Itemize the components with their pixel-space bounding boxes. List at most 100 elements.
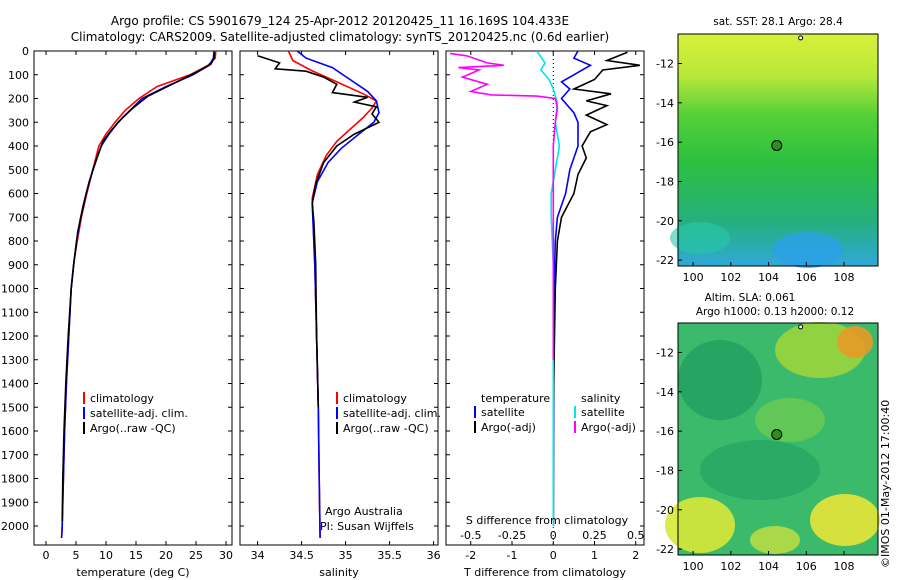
s-diff-tick-label: -0.25 xyxy=(498,529,526,542)
sst-map: 100 102 104 106 108 -12 -14 -16 -18 -20 -22 xyxy=(656,33,879,284)
map-lon-label: 106 xyxy=(796,271,817,284)
salinity-series xyxy=(257,51,381,538)
map-lat-label: -18 xyxy=(656,464,674,477)
map-lat-label: -12 xyxy=(656,57,674,70)
sla-map-title: Altim. SLA: 0.061 xyxy=(705,292,796,304)
salinity-x-axis: 34 34.5 35 35.5 36 xyxy=(251,51,441,562)
series-line-s-argo xyxy=(449,52,559,360)
map-lon-label: 102 xyxy=(720,560,741,573)
salinity-xlabel: salinity xyxy=(319,566,359,579)
series-line-t-argo xyxy=(552,51,641,526)
depth-tick-label: 900 xyxy=(8,259,29,272)
temperature-legend: climatology satellite-adj. clim. Argo(..… xyxy=(83,392,188,435)
depth-tick-label: 2000 xyxy=(1,520,29,533)
temperature-x-axis: 0 5 10 15 20 25 30 xyxy=(43,51,233,562)
series-line-satellite xyxy=(296,51,380,538)
x-tick-label: -2 xyxy=(465,549,476,562)
legend-label-s-satellite: satellite xyxy=(581,406,625,419)
annotation-line-1: Argo Australia xyxy=(325,505,403,518)
sla-high-patch xyxy=(750,526,800,554)
sla-high-patch xyxy=(665,497,735,553)
annotation-line-2: PI: Susan Wijffels xyxy=(320,520,414,533)
sst-cool-patch xyxy=(670,222,730,254)
sla-map-title-2: Argo h1000: 0.13 h2000: 0.12 xyxy=(696,306,854,318)
series-line-t-satellite xyxy=(552,51,593,527)
depth-tick-label: 600 xyxy=(8,188,29,201)
sla-map-axes: 100 102 104 106 108 -12 -14 -16 -18 -20 -22 xyxy=(656,346,855,573)
map-lat-label: -22 xyxy=(656,543,674,556)
series-line-argo xyxy=(61,52,216,522)
x-tick-label: 35 xyxy=(339,549,353,562)
sla-high-patch xyxy=(837,326,873,358)
temperature-xlabel: temperature (deg C) xyxy=(76,566,189,579)
sla-high-patch xyxy=(810,494,880,546)
header-line-1: Argo profile: CS 5901679_124 25-Apr-2012… xyxy=(111,14,569,28)
x-tick-label: 0 xyxy=(43,549,50,562)
s-diff-tick-label: 0.5 xyxy=(627,529,645,542)
sst-cool-patch xyxy=(773,232,843,268)
x-tick-label: 1 xyxy=(591,549,598,562)
x-tick-label: 34 xyxy=(251,549,265,562)
x-tick-label: 30 xyxy=(219,549,233,562)
x-tick-label: 20 xyxy=(159,549,173,562)
difference-xlabel-top: S difference from climatology xyxy=(466,514,629,527)
map-lat-label: -14 xyxy=(656,97,674,110)
depth-tick-label: 1400 xyxy=(1,378,29,391)
map-lat-label: -22 xyxy=(656,254,674,267)
sla-map-frame xyxy=(677,322,879,556)
copyright-stamp: ©IMOS 01-May-2012 17:00:40 xyxy=(879,399,892,568)
previous-position-marker xyxy=(798,35,804,41)
series-line-satellite xyxy=(60,51,215,538)
legend-label-argo: Argo(..raw -QC) xyxy=(90,422,176,435)
argo-position-marker xyxy=(771,139,783,151)
depth-axis: 0 100 200 300 400 500 600 700 800 900 1000 1100 1200… xyxy=(1,45,644,533)
salinity-panel xyxy=(239,50,439,546)
depth-tick-label: 0 xyxy=(22,45,29,58)
legend-label-t-satellite: satellite xyxy=(481,406,525,419)
x-tick-label: 25 xyxy=(189,549,203,562)
x-tick-label: 5 xyxy=(73,549,80,562)
x-tick-label: 36 xyxy=(427,549,441,562)
depth-tick-label: 1800 xyxy=(1,473,29,486)
map-lat-label: -16 xyxy=(656,136,674,149)
depth-tick-label: 1500 xyxy=(1,401,29,414)
series-line-climatology xyxy=(287,51,378,538)
map-lon-label: 104 xyxy=(758,560,779,573)
depth-tick-label: 1100 xyxy=(1,306,29,319)
depth-tick-label: 1200 xyxy=(1,330,29,343)
sst-map-frame xyxy=(677,33,879,267)
depth-tick-label: 1700 xyxy=(1,449,29,462)
s-diff-tick-label: -0.5 xyxy=(460,529,481,542)
map-lat-label: -20 xyxy=(656,504,674,517)
map-lon-label: 106 xyxy=(796,560,817,573)
s-diff-tick-label: 0.25 xyxy=(582,529,607,542)
legend-label-climatology: climatology xyxy=(90,392,154,405)
x-tick-label: 0 xyxy=(550,549,557,562)
map-lat-label: -20 xyxy=(656,215,674,228)
map-lat-label: -16 xyxy=(656,425,674,438)
map-lon-label: 108 xyxy=(834,560,855,573)
sst-map-title: sat. SST: 28.1 Argo: 28.4 xyxy=(713,16,843,28)
temperature-series xyxy=(60,51,217,538)
series-line-climatology xyxy=(60,51,217,538)
sla-low-patch xyxy=(678,340,762,420)
header-line-2: Climatology: CARS2009. Satellite-adjuste… xyxy=(71,30,609,44)
legend-label-satellite: satellite-adj. clim. xyxy=(90,407,188,420)
sst-map-axes: 100 102 104 106 108 -12 -14 -16 -18 -20 -22 xyxy=(656,57,855,284)
map-lon-label: 100 xyxy=(683,271,704,284)
x-tick-label: -1 xyxy=(507,549,518,562)
map-lat-label: -12 xyxy=(656,346,674,359)
map-lat-label: -14 xyxy=(656,386,674,399)
argo-position-marker xyxy=(771,428,783,440)
legend-temperature-header: temperature xyxy=(481,392,550,405)
depth-tick-label: 700 xyxy=(8,211,29,224)
legend-salinity-header: salinity xyxy=(581,392,621,405)
legend-label-s-argo: Argo(-adj) xyxy=(581,421,636,434)
sla-mid-patch xyxy=(755,398,825,442)
depth-tick-label: 400 xyxy=(8,140,29,153)
sla-map: 100 102 104 106 108 -12 -14 -16 -18 -20 -22 xyxy=(656,322,880,573)
x-tick-label: 10 xyxy=(99,549,113,562)
depth-tick-label: 1300 xyxy=(1,354,29,367)
